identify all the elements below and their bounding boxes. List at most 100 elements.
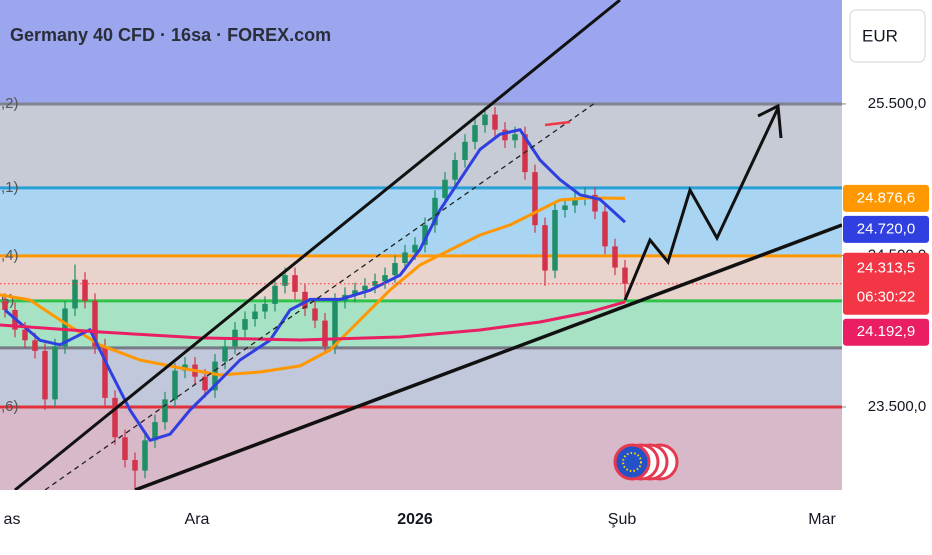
candle-body — [82, 279, 88, 301]
band — [0, 347, 842, 407]
candle-body — [162, 399, 168, 423]
candle-body — [552, 210, 558, 271]
channel-midline — [44, 102, 596, 491]
candle-body — [122, 437, 128, 460]
level-label: ,2) — [1, 95, 19, 112]
candle-body — [412, 244, 418, 253]
candle-body — [142, 440, 148, 471]
candle-body — [262, 303, 268, 312]
candle-body — [612, 246, 618, 268]
candle-body — [452, 160, 458, 180]
candle-body — [202, 376, 208, 391]
x-tick-label: Şub — [608, 511, 637, 528]
plot-area: ,2),1),4)5),6) — [0, 0, 842, 490]
candle-body — [382, 275, 388, 282]
indicator-line — [0, 300, 626, 342]
candle-body — [502, 129, 508, 141]
price-tag-label: 24.313,5 — [857, 260, 915, 277]
currency-button[interactable] — [849, 9, 926, 63]
candle-body — [572, 197, 578, 206]
candle-body — [112, 397, 118, 438]
price-tag-label: 24.192,9 — [857, 323, 915, 340]
x-tick-label: Mar — [808, 511, 836, 528]
candle-body — [422, 225, 428, 245]
price-tag-label: 24.876,6 — [857, 189, 915, 206]
band — [0, 103, 842, 188]
indicator-line — [4, 128, 627, 442]
chart-title: Germany 40 CFD · 16sa · FOREX.com — [10, 25, 331, 45]
candle-body — [252, 311, 258, 320]
marker-line — [544, 120, 571, 127]
candle-body — [442, 179, 448, 198]
price-tag — [843, 215, 929, 243]
candle-body — [312, 308, 318, 321]
drawings — [14, 0, 843, 492]
candle-body — [32, 340, 38, 351]
time-axis — [0, 490, 842, 550]
candle-body — [542, 225, 548, 271]
candle-body — [212, 361, 218, 391]
indicator-line — [0, 196, 626, 377]
candle-body — [62, 308, 68, 347]
candle-body — [512, 134, 518, 141]
candle-body — [302, 291, 308, 309]
candle-body — [292, 275, 298, 292]
candle-body — [352, 290, 358, 295]
y-tick-label: 25.500,0 — [868, 95, 926, 112]
currency-label: EUR — [862, 26, 898, 45]
candle-body — [462, 141, 468, 160]
x-tick-label: 2026 — [397, 511, 433, 528]
currency-icon — [613, 443, 679, 481]
x-tick-label: as — [4, 511, 21, 528]
candle-body — [222, 346, 228, 362]
level-label: ,1) — [1, 179, 19, 196]
band — [0, 255, 842, 301]
candle-body — [92, 300, 98, 347]
candle-body — [22, 329, 28, 341]
candle-body — [242, 319, 248, 330]
support-line — [134, 223, 843, 492]
x-tick-label: Ara — [185, 511, 210, 528]
candle-body — [152, 422, 158, 441]
channel-line — [14, 0, 621, 492]
price-tag-label: 06:30:22 — [857, 289, 915, 306]
candle-body — [622, 267, 628, 284]
candle-body — [282, 275, 288, 286]
candle-body — [392, 263, 398, 276]
band — [0, 300, 842, 348]
price-tag — [843, 184, 929, 212]
price-tag-label: 24.720,0 — [857, 220, 915, 237]
candle-body — [592, 194, 598, 212]
band — [0, 0, 842, 104]
candle-body — [432, 197, 438, 226]
candle-body — [562, 205, 568, 210]
candle-body — [492, 114, 498, 130]
level-label: ,6) — [1, 398, 19, 415]
level-label: ,4) — [1, 247, 19, 264]
candle-body — [402, 252, 408, 264]
candle-body — [532, 172, 538, 226]
arrow-head — [757, 103, 783, 139]
candle-body — [322, 320, 328, 347]
candle-body — [42, 350, 48, 400]
axes: 25.500,024.500,023.500,0asAra2026ŞubMar2… — [4, 95, 929, 528]
price-tag — [843, 318, 929, 346]
candle-body — [102, 346, 108, 398]
y-tick-label: 23.500,0 — [868, 398, 926, 415]
candle-body — [332, 300, 338, 347]
candle-body — [472, 125, 478, 142]
candle-body — [602, 211, 608, 247]
band — [0, 406, 842, 490]
candle-body — [52, 346, 58, 400]
candle-body — [372, 281, 378, 286]
candle-body — [2, 300, 8, 310]
candle-body — [132, 460, 138, 471]
candle-body — [362, 285, 368, 291]
candle-body — [272, 285, 278, 304]
candle-body — [482, 114, 488, 126]
candle-body — [172, 370, 178, 400]
price-tag — [843, 252, 929, 315]
candle-body — [72, 279, 78, 309]
